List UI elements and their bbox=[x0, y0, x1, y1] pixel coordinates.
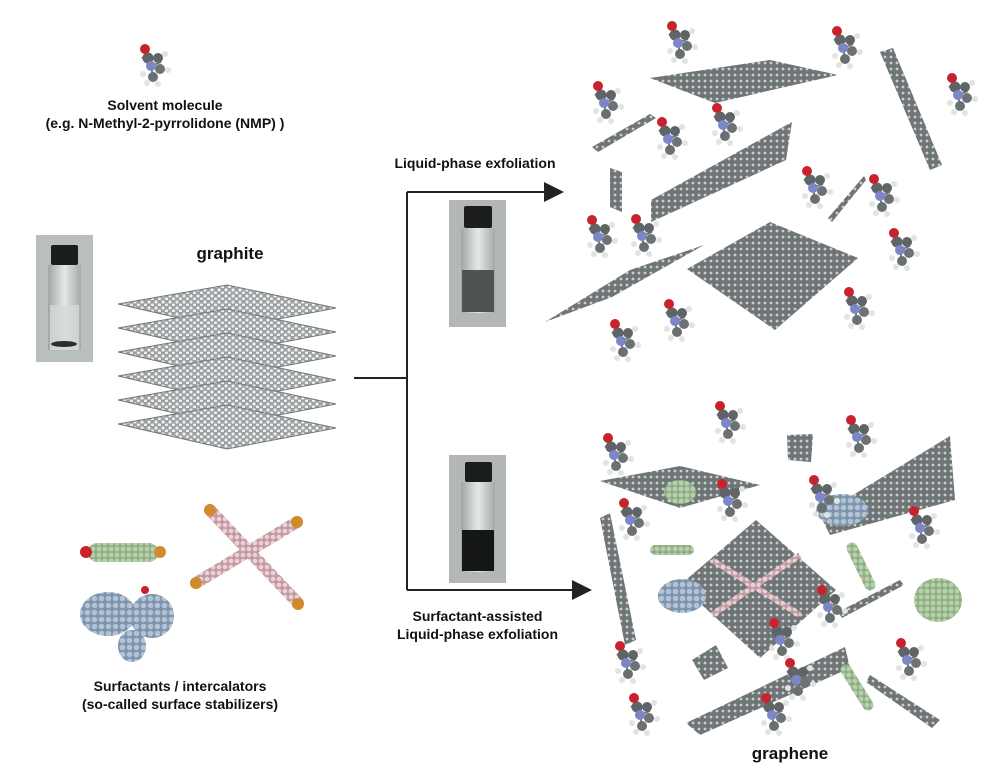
surfactant-vial-photo bbox=[449, 455, 506, 583]
process-arrows bbox=[354, 182, 592, 600]
stabilizer-caption-line1: Surfactants / intercalators bbox=[93, 678, 267, 694]
nmp-molecule-icon bbox=[139, 43, 172, 88]
blue-surfactant-molecule bbox=[80, 586, 174, 662]
pink-surfactant-molecule bbox=[190, 504, 304, 610]
surfactant-label-line1: Surfactant-assisted bbox=[412, 608, 543, 624]
solvent-caption-line1: Solvent molecule bbox=[107, 97, 223, 113]
graphene-label: graphene bbox=[751, 744, 829, 763]
solvent-caption-line2: (e.g. N-Methyl-2-pyrrolidone (NMP) ) bbox=[45, 115, 285, 131]
graphite-label: graphite bbox=[196, 244, 264, 263]
graphite-stack bbox=[117, 284, 337, 450]
lpe-label: Liquid-phase exfoliation bbox=[394, 155, 556, 171]
surfactant-dispersion bbox=[600, 400, 962, 737]
surfactant-molecules bbox=[80, 504, 304, 662]
green-surfactant-molecule bbox=[80, 543, 166, 562]
stabilizer-caption-line2: (so-called surface stabilizers) bbox=[81, 696, 279, 712]
lpe-vial-photo bbox=[449, 200, 506, 327]
graphite-vial-photo bbox=[36, 235, 93, 362]
lpe-dispersion bbox=[545, 20, 979, 363]
surfactant-label-line2: Liquid-phase exfoliation bbox=[396, 626, 558, 642]
